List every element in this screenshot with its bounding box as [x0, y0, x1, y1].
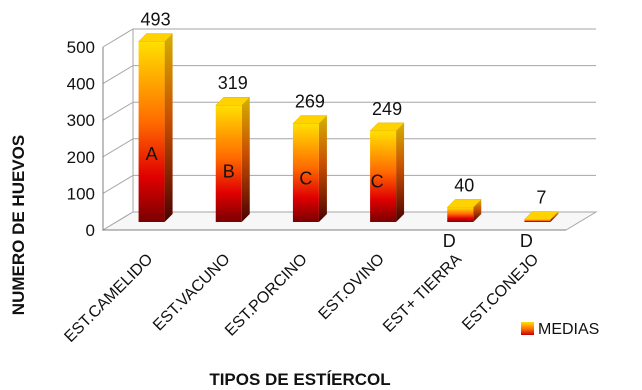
gridline	[102, 101, 596, 121]
y-tick-label: 200	[67, 148, 95, 167]
bar-side	[241, 97, 250, 222]
data-label: 493	[141, 10, 171, 30]
labels: 0 100 200 300 400 500 493 A EST.CAMELIDO 319 B EST.…	[61, 10, 546, 346]
category-label: EST.CAMELIDO	[61, 251, 156, 346]
legend-swatch	[521, 322, 534, 335]
bar-top	[215, 96, 251, 106]
group-letter: D	[443, 231, 456, 251]
y-tick-label: 100	[67, 184, 95, 203]
data-label: 7	[536, 187, 546, 207]
legend: MEDIAS	[521, 321, 599, 338]
bar	[138, 41, 165, 223]
group-letter: D	[520, 231, 533, 251]
bar	[370, 130, 397, 222]
bar-top	[369, 122, 405, 132]
y-tick-label: 0	[86, 221, 95, 240]
data-label: 249	[372, 99, 402, 119]
bar-side	[318, 115, 327, 222]
bar-side	[473, 199, 482, 222]
gridline	[102, 65, 596, 85]
bar-side	[164, 33, 173, 223]
y-tick-label: 500	[67, 38, 95, 57]
group-letter: A	[146, 144, 158, 164]
bar-side	[396, 122, 405, 222]
data-label: 40	[454, 175, 474, 195]
bar-side	[550, 211, 559, 222]
data-label: 319	[218, 73, 248, 93]
data-label: 269	[295, 92, 325, 112]
gridline	[102, 174, 596, 194]
side-wall-edge	[102, 29, 134, 231]
category-label: EST.CONEJO	[459, 251, 542, 334]
bar	[215, 105, 242, 222]
bar-top	[523, 211, 560, 220]
floor	[101, 211, 598, 231]
category-label: EST.VACUNO	[150, 251, 233, 334]
y-tick-label: 300	[67, 111, 95, 130]
bar	[447, 207, 474, 222]
category-label: EST+ TIERRA	[380, 251, 465, 336]
bar-top	[137, 33, 174, 42]
y-tick-label: 400	[67, 75, 95, 94]
legend-label: MEDIAS	[538, 321, 599, 338]
axes	[101, 29, 598, 231]
gridline	[102, 28, 596, 48]
category-label: EST.OVINO	[316, 251, 388, 323]
bar	[292, 123, 319, 222]
gridline	[102, 138, 596, 158]
bars	[137, 33, 560, 223]
group-letter: B	[223, 162, 235, 182]
gridlines	[102, 28, 596, 194]
group-letter: C	[299, 169, 312, 189]
category-label: EST.PORCINO	[222, 251, 311, 340]
group-letter: C	[371, 171, 384, 191]
y-axis-title: NUMERO DE HUEVOS	[9, 135, 28, 315]
bar-top	[446, 199, 482, 208]
bar	[524, 219, 551, 222]
bar-top	[292, 115, 328, 124]
x-axis-title: TIPOS DE ESTÍERCOL	[209, 370, 390, 389]
